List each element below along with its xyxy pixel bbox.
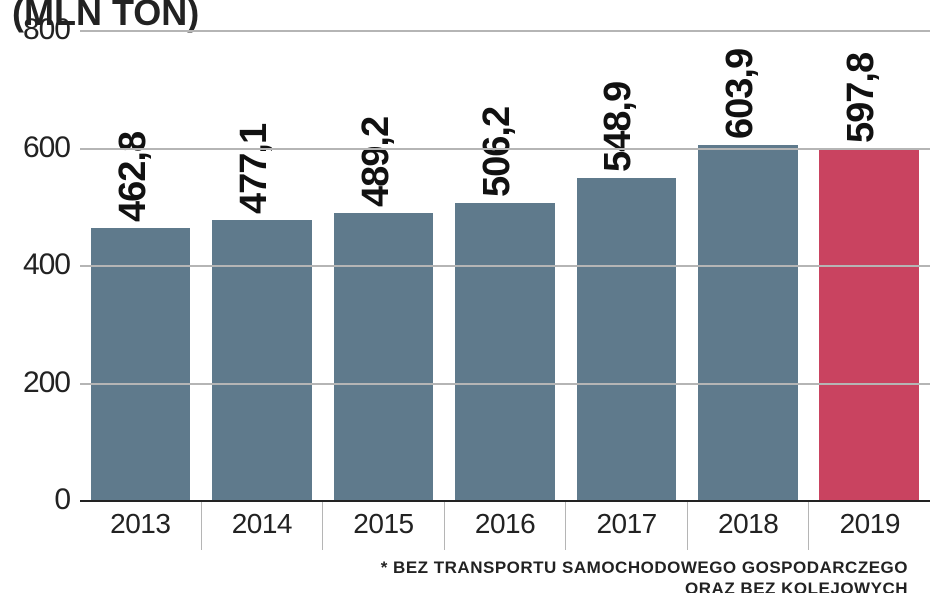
x-tick-slot: 2016 <box>445 502 567 550</box>
footnote-line2: ORAZ BEZ KOLEJOWYCH <box>381 578 908 593</box>
bar-value-label: 548,9 <box>597 81 640 171</box>
x-tick-slot: 2015 <box>323 502 445 550</box>
y-tick-label: 600 <box>23 131 70 165</box>
y-tick-label: 0 <box>54 483 70 517</box>
footnote: * BEZ TRANSPORTU SAMOCHODOWEGO GOSPODARC… <box>381 557 908 593</box>
bar-value-label: 506,2 <box>476 107 519 197</box>
x-tick-label: 2018 <box>718 508 778 540</box>
gridline <box>80 383 930 385</box>
gridline <box>80 148 930 150</box>
bar: 506,2 <box>455 203 555 500</box>
bar-value-label: 603,9 <box>719 49 762 139</box>
bar: 597,8 <box>819 149 919 500</box>
bar: 603,9 <box>698 145 798 500</box>
x-tick-slot: 2017 <box>566 502 688 550</box>
x-tick-label: 2016 <box>475 508 535 540</box>
bar-value-label: 477,1 <box>233 124 276 214</box>
gridline <box>80 265 930 267</box>
x-tick-label: 2017 <box>596 508 656 540</box>
bar-value-label: 462,8 <box>112 132 155 222</box>
bar: 548,9 <box>577 178 677 500</box>
bar: 477,1 <box>212 220 312 500</box>
x-tick-slot: 2013 <box>80 502 202 550</box>
x-tick-label: 2014 <box>232 508 292 540</box>
x-axis: 2013 2014 2015 2016 2017 2018 2019 <box>80 500 930 550</box>
y-tick-label: 800 <box>23 13 70 47</box>
x-tick-label: 2013 <box>110 508 170 540</box>
y-tick-label: 400 <box>23 248 70 282</box>
bar: 462,8 <box>91 228 191 500</box>
bar-value-label: 489,2 <box>355 117 398 207</box>
x-tick-label: 2015 <box>353 508 413 540</box>
gridline <box>80 30 930 32</box>
x-tick-slot: 2018 <box>688 502 810 550</box>
x-tick-slot: 2019 <box>809 502 930 550</box>
bar: 489,2 <box>334 213 434 500</box>
chart-container: (MLN TON) 462,8477,1489,2506,2548,9603,9… <box>0 0 948 593</box>
bar-value-label: 597,8 <box>840 53 883 143</box>
x-tick-label: 2019 <box>840 508 900 540</box>
footnote-line1: * BEZ TRANSPORTU SAMOCHODOWEGO GOSPODARC… <box>381 557 908 578</box>
plot-area: 462,8477,1489,2506,2548,9603,9597,8 0200… <box>80 30 930 500</box>
y-tick-label: 200 <box>23 366 70 400</box>
x-tick-slot: 2014 <box>202 502 324 550</box>
